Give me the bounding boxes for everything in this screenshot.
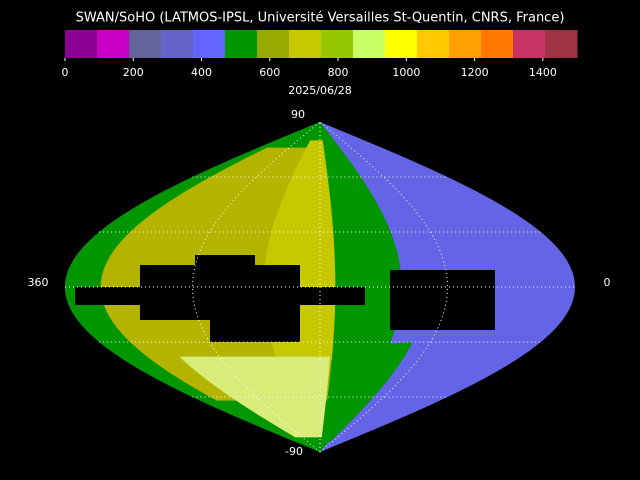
colorbar-swatch <box>97 30 130 58</box>
colorbar-swatch <box>385 30 418 58</box>
colorbar-swatch <box>225 30 258 58</box>
date: 2025/06/28 <box>288 84 351 97</box>
colorbar-swatch <box>129 30 162 58</box>
masked-area <box>390 270 495 330</box>
colorbar-swatch <box>257 30 290 58</box>
lat-top-label: 90 <box>291 108 305 121</box>
colorbar-swatch <box>545 30 578 58</box>
colorbar-swatch <box>65 30 98 58</box>
colorbar-swatch <box>193 30 226 58</box>
colorbar-tick-label: 200 <box>123 66 144 79</box>
colorbar-tick-label: 400 <box>191 66 212 79</box>
colorbar-tick-label: 1200 <box>461 66 489 79</box>
colorbar-swatch <box>161 30 194 58</box>
sky-map <box>65 121 575 453</box>
masked-area <box>210 300 300 342</box>
sky-region <box>179 356 331 438</box>
colorbar-tick-label: 0 <box>62 66 69 79</box>
colorbar-swatch <box>513 30 546 58</box>
grid-line <box>191 121 321 453</box>
masked-area <box>195 255 255 275</box>
colorbar-tick-label: 600 <box>259 66 280 79</box>
colorbar-swatch <box>321 30 354 58</box>
grid-line <box>319 121 449 453</box>
lon-right-label: 0 <box>604 276 611 289</box>
colorbar-swatch <box>289 30 322 58</box>
colorbar-tick-label: 1000 <box>392 66 420 79</box>
colorbar-swatch <box>417 30 450 58</box>
colorbar: 0 200 400 600 800 1000 1200 1400 <box>62 30 578 79</box>
title: SWAN/SoHO (LATMOS-IPSL, Université Versa… <box>76 11 565 26</box>
sky-region <box>326 342 413 443</box>
lat-bottom-label: -90 <box>285 445 303 458</box>
colorbar-tick-label: 1400 <box>529 66 557 79</box>
colorbar-swatch <box>481 30 514 58</box>
colorbar-swatch <box>449 30 482 58</box>
colorbar-tick-label: 800 <box>328 66 349 79</box>
colorbar-swatch <box>353 30 386 58</box>
lon-left-label: 360 <box>28 276 49 289</box>
